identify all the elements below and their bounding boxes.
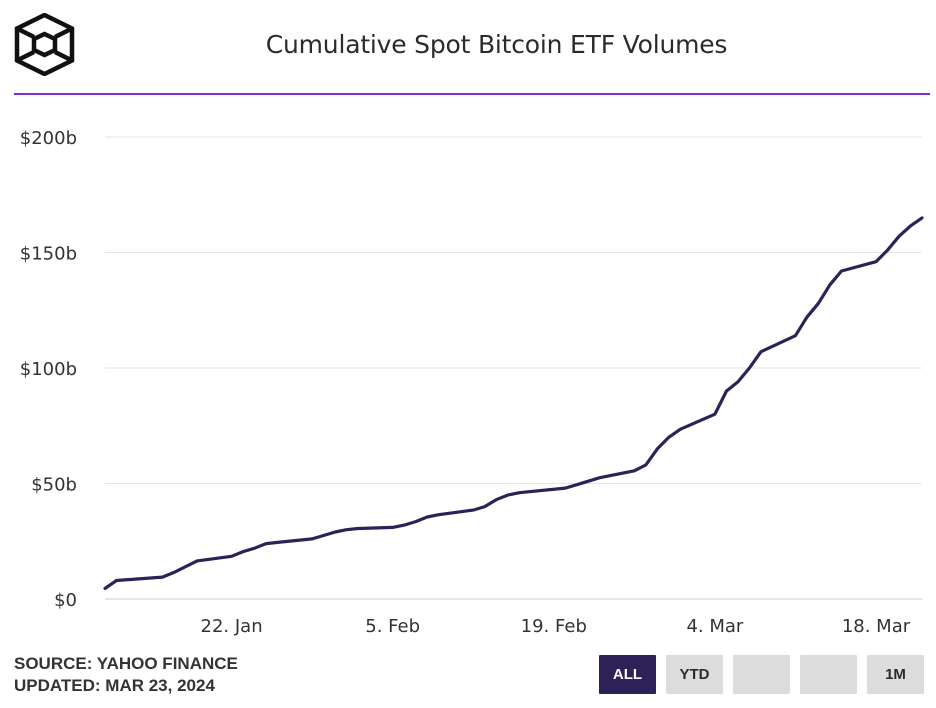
y-tick-label: $150b: [20, 244, 77, 265]
y-tick-label: $200b: [20, 128, 77, 149]
y-tick-label: $100b: [20, 359, 77, 380]
header-divider: [14, 93, 930, 95]
x-tick-label: 22. Jan: [201, 616, 263, 637]
range-button-all[interactable]: ALL: [599, 655, 656, 694]
range-button-blank-2[interactable]: [800, 655, 857, 694]
x-tick-label: 4. Mar: [686, 616, 743, 637]
range-button-ytd[interactable]: YTD: [666, 655, 723, 694]
y-tick-label: $0: [54, 590, 77, 611]
y-tick-label: $50b: [31, 475, 77, 496]
range-selector: ALL YTD 1M: [599, 655, 924, 694]
range-button-1m[interactable]: 1M: [867, 655, 924, 694]
updated-text: UPDATED: MAR 23, 2024: [14, 676, 215, 695]
source-text: SOURCE: YAHOO FINANCE: [14, 654, 238, 673]
chart-footer: SOURCE: YAHOO FINANCE UPDATED: MAR 23, 2…: [14, 653, 238, 697]
chart-title: Cumulative Spot Bitcoin ETF Volumes: [265, 30, 728, 59]
range-button-blank-1[interactable]: [733, 655, 790, 694]
series-line: [103, 216, 924, 590]
brand-logo-icon: [14, 13, 75, 76]
x-tick-label: 5. Feb: [365, 616, 420, 637]
x-tick-label: 18. Mar: [842, 616, 911, 637]
x-tick-label: 19. Feb: [521, 616, 587, 637]
line-chart: $0 $50b $100b $150b $200b 22. Jan 5. Feb 19. Fe…: [20, 128, 924, 637]
